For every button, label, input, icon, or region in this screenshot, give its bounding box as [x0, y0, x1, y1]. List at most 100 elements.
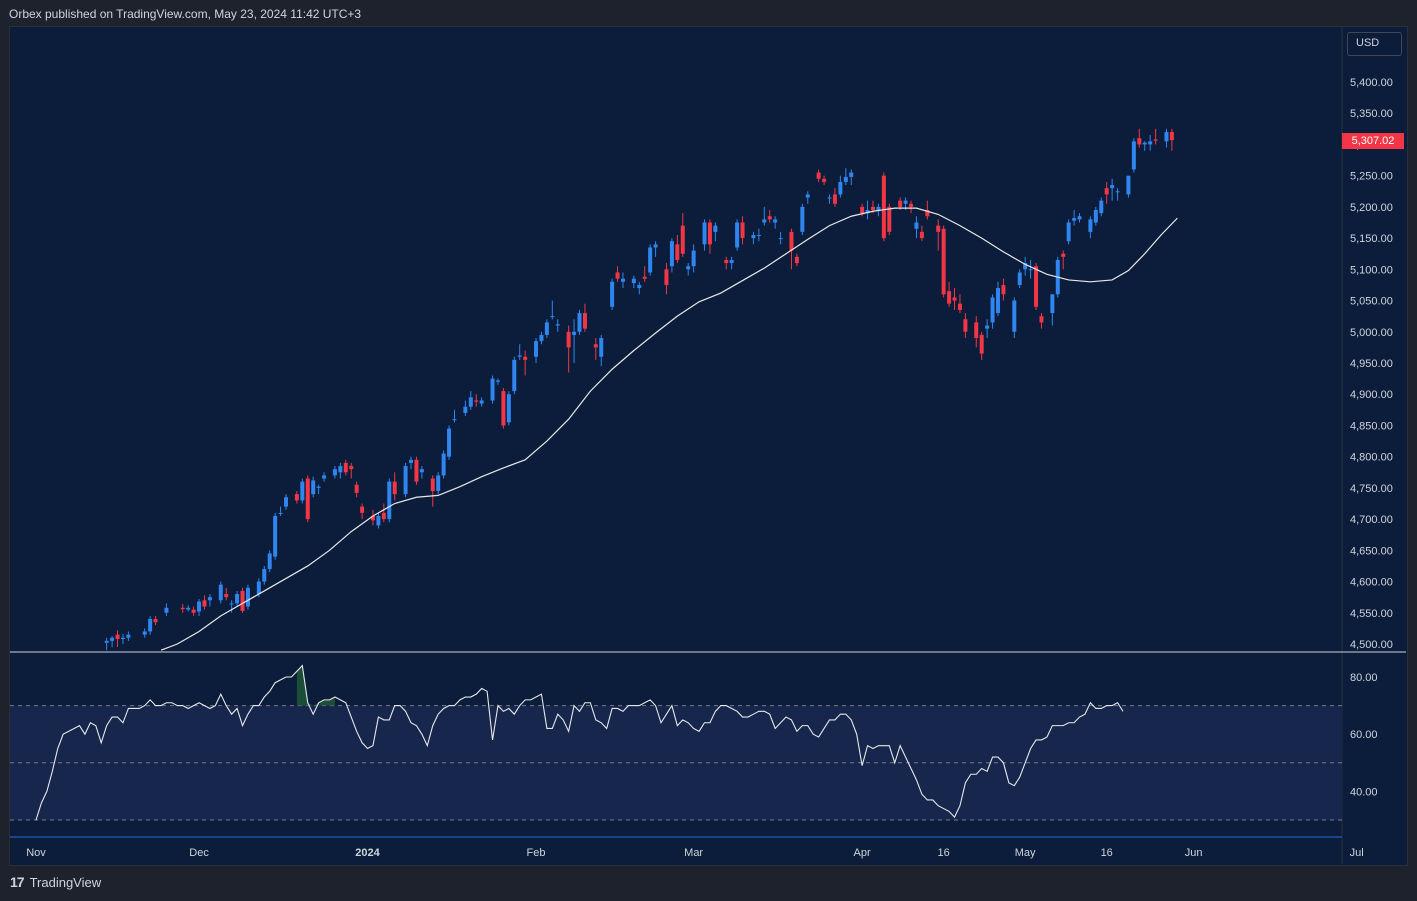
candle[interactable]	[544, 319, 549, 339]
candle[interactable]	[740, 216, 745, 245]
candle[interactable]	[294, 491, 299, 504]
candle[interactable]	[1148, 135, 1153, 151]
candle[interactable]	[419, 466, 424, 479]
candle[interactable]	[240, 587, 245, 613]
candle[interactable]	[941, 225, 946, 298]
candle[interactable]	[1066, 219, 1071, 245]
candle[interactable]	[1093, 206, 1098, 226]
candle[interactable]	[1072, 210, 1077, 226]
candle[interactable]	[1169, 128, 1174, 151]
candle[interactable]	[985, 319, 990, 339]
candle[interactable]	[403, 462, 408, 498]
candle[interactable]	[409, 456, 414, 470]
candle[interactable]	[517, 344, 522, 360]
candle[interactable]	[936, 219, 941, 251]
candle[interactable]	[322, 472, 327, 482]
candle[interactable]	[300, 478, 305, 504]
candle[interactable]	[800, 203, 805, 235]
candle[interactable]	[1034, 263, 1039, 310]
candle[interactable]	[648, 244, 653, 276]
candle[interactable]	[593, 338, 598, 360]
candle[interactable]	[104, 637, 109, 651]
candle[interactable]	[952, 288, 957, 310]
candle[interactable]	[1131, 138, 1136, 173]
candle[interactable]	[832, 188, 837, 207]
candle[interactable]	[311, 476, 316, 498]
candle[interactable]	[343, 459, 348, 476]
candle[interactable]	[566, 325, 571, 373]
candle[interactable]	[207, 594, 212, 607]
candle[interactable]	[550, 300, 555, 320]
candle[interactable]	[142, 628, 147, 638]
candle[interactable]	[1088, 216, 1093, 239]
candle[interactable]	[843, 168, 848, 186]
candle[interactable]	[349, 462, 354, 479]
candle[interactable]	[305, 475, 310, 523]
candle[interactable]	[675, 234, 680, 264]
candle[interactable]	[599, 334, 604, 367]
candle[interactable]	[441, 450, 446, 479]
candle[interactable]	[245, 584, 250, 610]
candle[interactable]	[332, 466, 337, 479]
candle[interactable]	[153, 615, 158, 626]
candle[interactable]	[414, 456, 419, 485]
candle[interactable]	[849, 169, 854, 186]
candle[interactable]	[979, 331, 984, 360]
candle[interactable]	[186, 605, 191, 612]
candle[interactable]	[218, 581, 223, 604]
candle[interactable]	[756, 228, 761, 242]
candle[interactable]	[463, 400, 468, 417]
candle[interactable]	[1077, 213, 1082, 223]
candle[interactable]	[180, 604, 185, 613]
candle[interactable]	[686, 263, 691, 276]
candle[interactable]	[909, 200, 914, 214]
candle[interactable]	[974, 316, 979, 348]
candle[interactable]	[990, 294, 995, 329]
candle[interactable]	[392, 472, 397, 501]
candle[interactable]	[1099, 197, 1104, 217]
candle[interactable]	[865, 200, 870, 220]
candle[interactable]	[1137, 128, 1142, 148]
candle[interactable]	[278, 506, 283, 516]
candle[interactable]	[512, 356, 517, 395]
candle[interactable]	[284, 494, 289, 510]
candle[interactable]	[653, 241, 658, 257]
candle[interactable]	[838, 175, 843, 198]
candle[interactable]	[1028, 259, 1033, 279]
candle[interactable]	[691, 244, 696, 273]
candle[interactable]	[778, 231, 783, 245]
candle[interactable]	[707, 219, 712, 254]
candle[interactable]	[822, 175, 827, 186]
candle[interactable]	[816, 169, 821, 182]
candle[interactable]	[370, 509, 375, 526]
candle[interactable]	[235, 590, 240, 607]
candle[interactable]	[729, 256, 734, 270]
candle[interactable]	[957, 294, 962, 314]
candle[interactable]	[963, 313, 968, 339]
candle[interactable]	[767, 210, 772, 223]
candle[interactable]	[479, 397, 484, 407]
candle[interactable]	[490, 375, 495, 404]
candle[interactable]	[452, 409, 457, 423]
candle[interactable]	[387, 478, 392, 523]
candle[interactable]	[495, 378, 500, 385]
candle[interactable]	[995, 281, 1000, 317]
candle[interactable]	[680, 213, 685, 257]
candle[interactable]	[262, 565, 267, 585]
candle[interactable]	[539, 331, 544, 345]
candle[interactable]	[506, 391, 511, 426]
candle[interactable]	[582, 303, 587, 332]
candle[interactable]	[1061, 250, 1066, 270]
candle[interactable]	[1023, 256, 1028, 276]
candle[interactable]	[789, 228, 794, 270]
candle[interactable]	[447, 425, 452, 460]
candle[interactable]	[827, 194, 832, 204]
candle[interactable]	[316, 484, 321, 495]
candle[interactable]	[148, 615, 153, 635]
candle[interactable]	[881, 172, 886, 242]
candle[interactable]	[914, 216, 919, 239]
candle[interactable]	[1104, 181, 1109, 204]
candle[interactable]	[947, 281, 952, 307]
candle[interactable]	[430, 475, 435, 507]
